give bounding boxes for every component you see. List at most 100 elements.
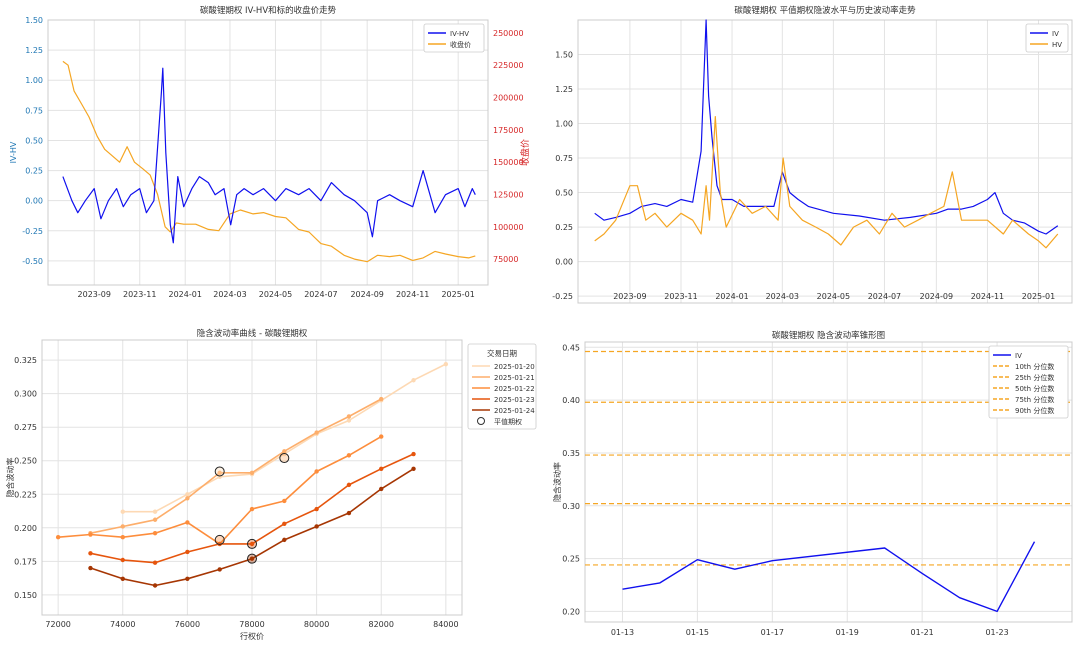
legend: [1025, 23, 1069, 53]
y-axis-label: 隐含波动率: [5, 458, 15, 498]
legend: [988, 345, 1069, 419]
y2-tick-label: 125000: [493, 191, 524, 200]
atm-marker: [279, 453, 290, 464]
plot-frame: [47, 19, 489, 286]
series-line-iv: [594, 19, 1059, 235]
y2-tick-label: 200000: [493, 94, 524, 103]
data-point: [185, 492, 190, 497]
x-tick-label: 76000: [175, 620, 200, 629]
atm-marker: [247, 538, 257, 549]
data-point: [120, 509, 125, 514]
y-tick-label: 0.325: [14, 356, 37, 365]
data-point: [217, 567, 222, 572]
y-tick-label: 0.275: [14, 423, 37, 432]
data-point: [282, 449, 287, 454]
legend-label: 收盘价: [450, 40, 471, 49]
atm-marker: [214, 534, 225, 545]
data-point: [88, 565, 93, 571]
y-tick-label: 0.00: [25, 197, 43, 206]
y2-tick-label: 150000: [493, 158, 524, 167]
x-tick-label: 2023-11: [664, 292, 697, 301]
y-tick-label: 0.00: [555, 258, 573, 267]
legend-label: 2025-01-20: [494, 363, 535, 371]
plot-frame: [577, 19, 1073, 304]
y-tick-label: 0.25: [25, 167, 43, 176]
y-tick-label: 1.50: [25, 16, 43, 25]
y-tick-label: 0.250: [14, 457, 37, 466]
legend-title: 交易日期: [487, 348, 517, 358]
legend-label: 2025-01-21: [494, 374, 535, 382]
series-line-close: [62, 60, 476, 263]
y2-tick-label: 75000: [493, 255, 518, 264]
x-tick-label: 78000: [239, 620, 264, 629]
legend-label: 90th 分位数: [1015, 406, 1054, 415]
legend-label: HV: [1052, 41, 1062, 49]
x-tick-label: 2023-09: [78, 290, 111, 299]
data-point: [249, 541, 255, 547]
data-point: [217, 470, 222, 476]
legend-label: 平值期权: [494, 417, 522, 426]
data-point: [282, 521, 287, 526]
data-point: [379, 434, 384, 439]
x-tick-label: 74000: [110, 620, 135, 629]
x-tick-label: 01-23: [985, 628, 1008, 637]
data-point: [314, 524, 319, 529]
y-axis-label: IV-HV: [9, 141, 18, 163]
data-point: [379, 396, 384, 402]
x-tick-label: 2024-05: [817, 292, 850, 301]
legend: [467, 343, 537, 430]
data-point: [346, 414, 352, 419]
data-point: [314, 506, 319, 512]
y-tick-label: 0.40: [562, 396, 580, 405]
y-tick-label: 0.225: [14, 490, 37, 499]
data-point: [152, 517, 158, 522]
x-tick-label: 2024-11: [971, 292, 1004, 301]
atm-marker: [214, 466, 225, 477]
plot-frame: [584, 341, 1073, 623]
data-point: [379, 466, 384, 471]
x-tick-label: 01-19: [836, 628, 859, 637]
y-tick-label: 0.50: [25, 136, 43, 145]
y-tick-label: 0.20: [562, 607, 580, 616]
y-tick-label: -0.25: [22, 227, 43, 236]
x-tick-label: 84000: [433, 620, 458, 629]
legend-label: 2025-01-23: [494, 396, 535, 404]
y-tick-label: 0.175: [14, 557, 37, 566]
data-point: [88, 532, 93, 537]
legend-label: IV-HV: [450, 30, 469, 38]
y-tick-label: 0.300: [14, 390, 37, 399]
legend-label: 25th 分位数: [1015, 373, 1054, 382]
y-tick-label: 0.25: [562, 555, 580, 564]
legend-label: 2025-01-24: [494, 407, 535, 415]
chart-title: 隐含波动率曲线 - 碳酸锂期权: [197, 328, 308, 339]
y2-tick-label: 100000: [493, 223, 524, 232]
data-point: [120, 524, 125, 529]
legend-label: 10th 分位数: [1015, 362, 1054, 371]
x-axis-label: 行权价: [240, 631, 264, 641]
y-tick-label: 0.30: [562, 502, 580, 511]
y-tick-label: 1.25: [25, 46, 43, 55]
y-tick-label: 0.45: [562, 343, 580, 352]
data-point: [120, 576, 125, 581]
series-line-2025-01-20: [122, 363, 447, 513]
series-line-hv: [594, 115, 1059, 249]
data-point: [249, 556, 255, 561]
y-tick-label: -0.50: [22, 257, 43, 266]
data-point: [152, 509, 158, 514]
x-tick-label: 2025-01: [441, 290, 474, 299]
y-tick-label: 1.25: [555, 85, 573, 94]
data-point: [152, 560, 158, 565]
y-axis-label: 隐含波动率: [552, 462, 562, 502]
y2-tick-label: 225000: [493, 61, 524, 70]
data-point: [120, 557, 125, 563]
data-point: [185, 520, 190, 525]
data-point: [443, 361, 449, 367]
data-point: [411, 451, 416, 457]
data-point: [346, 453, 352, 458]
y-tick-label: 1.00: [555, 120, 573, 129]
legend-label: 50th 分位数: [1015, 384, 1054, 393]
x-tick-label: 72000: [45, 620, 70, 629]
y-tick-label: 0.50: [555, 189, 573, 198]
